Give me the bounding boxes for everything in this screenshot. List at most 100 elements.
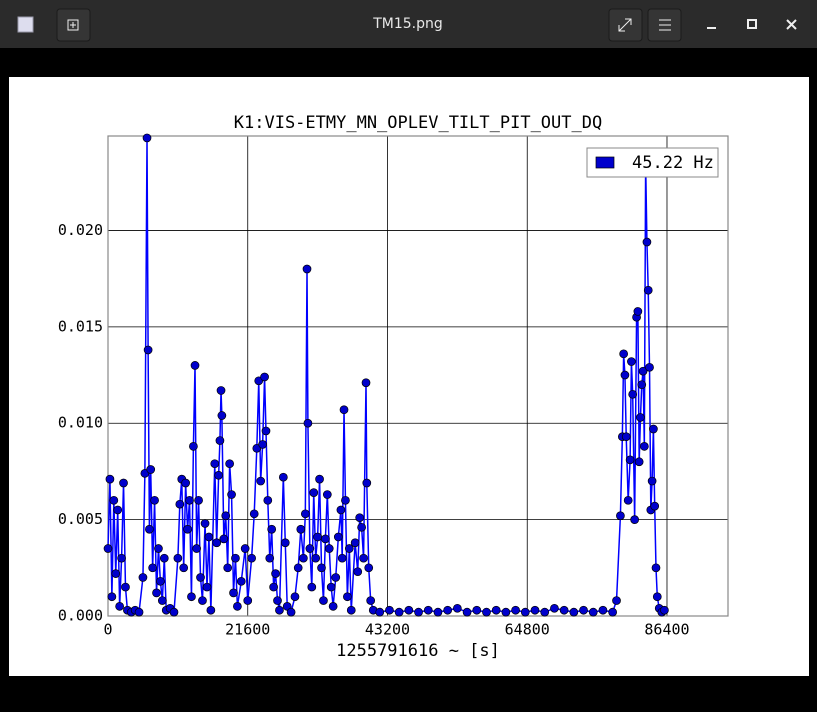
point <box>111 569 121 578</box>
point <box>109 495 119 505</box>
point <box>240 544 250 553</box>
point <box>169 607 179 617</box>
point <box>625 455 635 465</box>
point <box>649 424 658 434</box>
point <box>183 524 192 534</box>
point <box>212 538 222 548</box>
point <box>394 607 404 617</box>
x-tick-label: 86400 <box>644 621 689 639</box>
point <box>359 553 368 563</box>
y-tick-label: 0.005 <box>58 510 103 528</box>
point <box>243 596 253 605</box>
new-icon <box>67 19 79 31</box>
point <box>331 573 341 582</box>
point <box>214 470 223 480</box>
point <box>119 478 128 488</box>
point <box>651 563 661 573</box>
point <box>225 459 234 469</box>
point <box>364 563 374 573</box>
point <box>375 607 385 617</box>
point <box>217 411 227 420</box>
point <box>315 474 324 484</box>
point <box>175 499 185 509</box>
point <box>210 459 220 469</box>
point <box>317 563 326 573</box>
point <box>353 567 363 577</box>
point <box>621 432 631 442</box>
app-icon <box>17 16 34 33</box>
point <box>215 436 225 445</box>
point <box>273 596 282 605</box>
point <box>138 573 148 582</box>
chart-title: K1:VIS-ETMY_MN_OPLEV_TILT_PIT_OUT_DQ <box>234 113 602 133</box>
point <box>346 605 356 615</box>
point <box>633 307 643 316</box>
point <box>319 596 328 605</box>
point <box>189 442 198 451</box>
y-tick-label: 0.020 <box>58 221 103 239</box>
point <box>569 607 579 617</box>
point <box>187 592 196 602</box>
point <box>206 605 216 615</box>
point <box>645 362 654 372</box>
point <box>159 553 169 563</box>
x-tick-label: 43200 <box>365 621 410 639</box>
point <box>612 596 621 605</box>
point <box>307 582 317 592</box>
point <box>627 357 636 366</box>
plot: 0.000 0.005 0.010 0.015 0.020 0 21600 43200 6480… <box>58 133 729 639</box>
point <box>620 370 630 380</box>
close-button[interactable] <box>786 19 797 30</box>
point <box>286 607 296 617</box>
point <box>134 607 144 617</box>
point <box>107 592 117 602</box>
point <box>333 532 343 542</box>
point <box>154 544 163 553</box>
point <box>267 524 277 534</box>
point <box>185 495 194 505</box>
point <box>559 605 569 615</box>
point <box>173 553 183 563</box>
point <box>293 563 303 573</box>
x-tick-label: 21600 <box>225 621 270 639</box>
point <box>261 426 271 436</box>
point <box>361 378 371 388</box>
point <box>482 607 491 617</box>
point <box>642 237 652 247</box>
point <box>491 605 501 615</box>
point <box>630 515 639 524</box>
maximize-button[interactable] <box>747 19 757 29</box>
point <box>194 495 203 505</box>
point <box>278 472 288 482</box>
point <box>339 405 349 415</box>
window-title: TM15.png <box>372 16 443 32</box>
point <box>142 133 152 143</box>
point <box>117 553 126 563</box>
point <box>181 478 190 488</box>
point <box>355 513 365 523</box>
point <box>652 592 662 602</box>
point <box>113 505 123 515</box>
point <box>321 534 330 544</box>
point <box>313 532 322 542</box>
y-tick-label: 0.000 <box>58 607 103 625</box>
point <box>302 264 312 274</box>
point <box>623 495 633 505</box>
point <box>462 607 472 617</box>
point <box>550 603 559 613</box>
point <box>290 592 300 602</box>
point <box>423 605 433 615</box>
point <box>588 607 598 617</box>
point <box>530 605 540 615</box>
point <box>236 576 246 586</box>
point <box>280 538 290 548</box>
point <box>256 476 266 486</box>
point <box>216 386 226 395</box>
fullscreen-icon <box>618 18 632 32</box>
point <box>540 607 550 617</box>
point <box>616 511 625 521</box>
point <box>221 511 231 521</box>
point <box>275 605 284 615</box>
